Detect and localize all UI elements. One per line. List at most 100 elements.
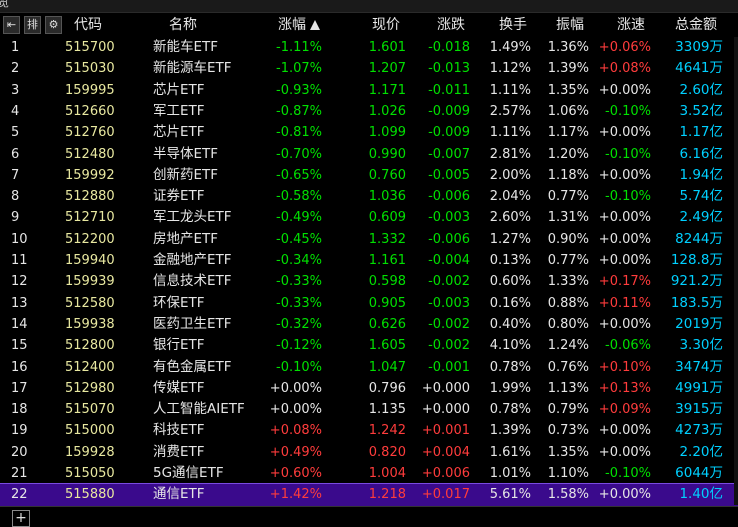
change-percent: -0.45% bbox=[276, 231, 322, 247]
table-row[interactable]: 2 515030 新能源车ETF -1.07% 1.207 -0.013 1.12% 1.39… bbox=[0, 58, 738, 79]
table-row[interactable]: 10 512200 房地产ETF -0.45% 1.332 -0.006 1.27% 0.90… bbox=[0, 229, 738, 250]
row-index: 5 bbox=[11, 125, 20, 141]
change-percent: -0.87% bbox=[276, 103, 322, 119]
table-row[interactable]: 12 159939 信息技术ETF -0.33% 0.598 -0.002 0.60% 1.3… bbox=[0, 271, 738, 292]
stock-name: 银行ETF bbox=[153, 337, 205, 354]
current-price: 0.760 bbox=[368, 167, 406, 183]
row-index: 17 bbox=[11, 380, 28, 396]
row-index: 13 bbox=[11, 295, 28, 311]
column-header-amount[interactable]: 总金额 bbox=[675, 17, 717, 33]
column-header-price[interactable]: 现价 bbox=[372, 17, 400, 33]
column-header-name[interactable]: 名称 bbox=[169, 17, 197, 33]
table-row[interactable]: 22 515880 通信ETF +1.42% 1.218 +0.017 5.61% 1.58%… bbox=[0, 483, 738, 507]
table-row[interactable]: 18 515070 人工智能AIETF +0.00% 1.135 +0.000 0.78% 0… bbox=[0, 399, 738, 420]
table-row[interactable]: 8 512880 证券ETF -0.58% 1.036 -0.006 2.04% 0.77% -… bbox=[0, 186, 738, 207]
stock-name: 有色金属ETF bbox=[153, 358, 232, 375]
change-amount: -0.002 bbox=[428, 274, 470, 290]
change-speed: +0.00% bbox=[598, 210, 651, 226]
turnover-rate: 1.39% bbox=[489, 423, 531, 439]
table-row[interactable]: 17 512980 传媒ETF +0.00% 0.796 +0.000 1.99% 1.13%… bbox=[0, 378, 738, 399]
add-tab-button[interactable]: + bbox=[12, 510, 30, 527]
change-percent: +0.00% bbox=[269, 402, 322, 418]
table-row[interactable]: 13 512580 环保ETF -0.33% 0.905 -0.003 0.16% 0.88%… bbox=[0, 293, 738, 314]
turnover-rate: 5.61% bbox=[489, 487, 531, 503]
column-header-code[interactable]: 代码 bbox=[74, 17, 102, 33]
amplitude: 1.06% bbox=[547, 103, 589, 119]
total-amount: 3474万 bbox=[675, 358, 723, 375]
row-index: 15 bbox=[11, 338, 28, 354]
table-row[interactable]: 14 159938 医药卫生ETF -0.32% 0.626 -0.002 0.40% 0.8… bbox=[0, 314, 738, 335]
row-index: 19 bbox=[11, 423, 28, 439]
change-speed: +0.10% bbox=[598, 359, 651, 375]
table-row[interactable]: 5 512760 芯片ETF -0.81% 1.099 -0.009 1.11% 1.17% +… bbox=[0, 122, 738, 143]
table-row[interactable]: 7 159992 创新药ETF -0.65% 0.760 -0.005 2.00% 1.18%… bbox=[0, 165, 738, 186]
stock-name: 医药卫生ETF bbox=[153, 315, 232, 332]
total-amount: 2.20亿 bbox=[679, 443, 723, 460]
vertical-scrollbar[interactable] bbox=[734, 37, 738, 505]
sort-button[interactable]: 排 bbox=[24, 16, 41, 34]
table-row[interactable]: 4 512660 军工ETF -0.87% 1.026 -0.009 2.57% 1.06% -… bbox=[0, 101, 738, 122]
amplitude: 1.36% bbox=[547, 40, 589, 55]
amplitude: 0.88% bbox=[547, 295, 589, 311]
table-row[interactable]: 20 159928 消费ETF +0.49% 0.820 +0.004 1.61% 1.35%… bbox=[0, 442, 738, 463]
table-row[interactable]: 3 159995 芯片ETF -0.93% 1.171 -0.011 1.11% 1.35% +… bbox=[0, 80, 738, 101]
table-row[interactable]: 9 512710 军工龙头ETF -0.49% 0.609 -0.003 2.60% 1.31… bbox=[0, 207, 738, 228]
column-header-turnover[interactable]: 换手 bbox=[499, 17, 527, 33]
change-percent: -0.34% bbox=[276, 253, 322, 268]
change-amount: -0.003 bbox=[428, 295, 470, 311]
current-price: 1.004 bbox=[368, 466, 406, 481]
amplitude: 0.73% bbox=[547, 423, 589, 439]
stock-code: 512660 bbox=[65, 103, 115, 119]
row-index: 20 bbox=[11, 444, 28, 460]
column-header-change[interactable]: 涨跌 bbox=[437, 17, 465, 33]
column-header-speed[interactable]: 涨速 bbox=[617, 17, 645, 33]
amplitude: 1.35% bbox=[547, 82, 589, 98]
table-row[interactable]: 11 159940 金融地产ETF -0.34% 1.161 -0.004 0.13% 0.7… bbox=[0, 250, 738, 271]
table-header: ⇤ 排 ⚙ 代码 名称 涨幅 现价 涨跌 换手 振幅 涨速 总金额 bbox=[0, 13, 738, 37]
stock-code: 515070 bbox=[65, 402, 115, 418]
stock-name: 军工龙头ETF bbox=[153, 209, 232, 226]
amplitude: 0.77% bbox=[547, 189, 589, 205]
stock-code: 159939 bbox=[65, 274, 115, 290]
change-speed: +0.00% bbox=[598, 231, 651, 247]
stock-name: 军工ETF bbox=[153, 102, 205, 119]
stock-code: 159992 bbox=[65, 167, 115, 183]
stock-name: 消费ETF bbox=[153, 443, 205, 460]
table-row[interactable]: 1 515700 新能车ETF -1.11% 1.601 -0.018 1.49% 1.36%… bbox=[0, 37, 738, 58]
amplitude: 1.58% bbox=[547, 487, 589, 503]
change-percent: -0.49% bbox=[276, 210, 322, 226]
settings-gear-icon[interactable]: ⚙ bbox=[45, 16, 62, 34]
first-page-icon[interactable]: ⇤ bbox=[3, 16, 20, 34]
table-row[interactable]: 6 512480 半导体ETF -0.70% 0.990 -0.007 2.81% 1.20%… bbox=[0, 144, 738, 165]
change-percent: -0.81% bbox=[276, 125, 322, 141]
total-amount: 4273万 bbox=[675, 422, 723, 439]
current-price: 1.332 bbox=[368, 231, 406, 247]
stock-code: 159928 bbox=[65, 444, 115, 460]
row-index: 18 bbox=[11, 402, 28, 418]
turnover-rate: 1.11% bbox=[489, 82, 531, 98]
table-row[interactable]: 16 512400 有色金属ETF -0.10% 1.047 -0.001 0.78% 0.7… bbox=[0, 357, 738, 378]
current-price: 1.218 bbox=[368, 487, 406, 503]
total-amount: 2.60亿 bbox=[679, 81, 723, 98]
column-header-pct[interactable]: 涨幅 bbox=[278, 13, 320, 37]
column-header-amplitude[interactable]: 振幅 bbox=[556, 17, 584, 33]
table-row[interactable]: 21 515050 5G通信ETF +0.60% 1.004 +0.006 1.01% 1.1… bbox=[0, 463, 738, 484]
change-amount: -0.003 bbox=[428, 210, 470, 226]
total-amount: 2019万 bbox=[675, 315, 723, 332]
amplitude: 1.39% bbox=[547, 61, 589, 77]
table-row[interactable]: 19 515000 科技ETF +0.08% 1.242 +0.001 1.39% 0.73%… bbox=[0, 420, 738, 441]
total-amount: 1.94亿 bbox=[679, 166, 723, 183]
change-amount: -0.005 bbox=[428, 167, 470, 183]
stock-code: 512880 bbox=[65, 189, 115, 205]
stock-code: 159995 bbox=[65, 82, 115, 98]
change-percent: -0.33% bbox=[276, 295, 322, 311]
total-amount: 6044万 bbox=[675, 465, 723, 481]
change-amount: +0.006 bbox=[421, 466, 470, 481]
table-row[interactable]: 15 512800 银行ETF -0.12% 1.605 -0.002 4.10% 1.24%… bbox=[0, 335, 738, 356]
turnover-rate: 4.10% bbox=[489, 338, 531, 354]
stock-name: 房地产ETF bbox=[153, 230, 219, 247]
change-amount: -0.011 bbox=[428, 82, 470, 98]
turnover-rate: 2.04% bbox=[489, 189, 531, 205]
total-amount: 3309万 bbox=[675, 39, 723, 55]
change-speed: +0.13% bbox=[598, 380, 651, 396]
